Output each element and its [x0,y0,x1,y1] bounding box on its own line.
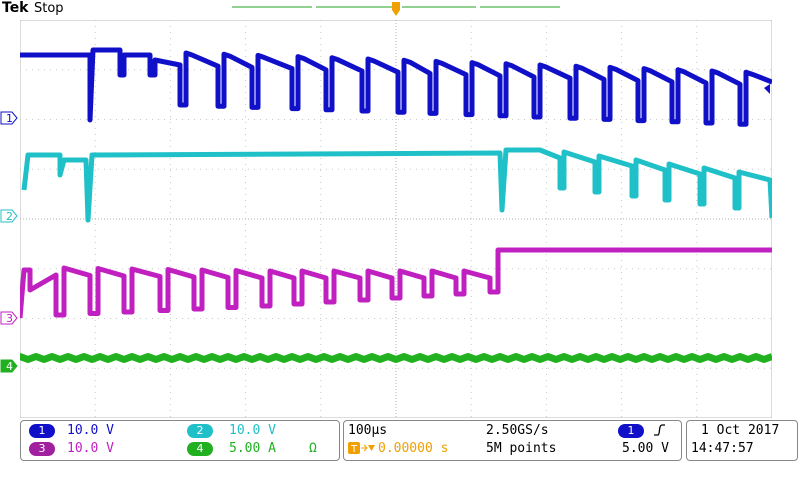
timebase-panel[interactable]: 100µs 2.50GS/s T 0.00000 s 5M points 1 5… [343,420,682,461]
readout-area: 1 10.0 V 2 10.0 V 3 10.0 V 4 5.00 A Ω 10… [0,420,800,480]
ch3-scale: 10.0 V [67,441,114,456]
brand-logo: Tek [2,0,29,16]
svg-text:1: 1 [6,112,13,125]
ch1-scale: 10.0 V [67,423,114,438]
waveform-display[interactable] [20,20,772,418]
svg-text:2: 2 [6,210,13,223]
ch4-ohm-symbol: Ω [309,441,317,456]
trigger-level-marker [764,84,770,94]
ch4-badge[interactable]: 4 [187,442,213,456]
channel-2-waveform [21,147,772,223]
horizontal-position: 0.00000 s [378,441,449,456]
channel-4-waveform [20,353,772,363]
ch2-badge[interactable]: 2 [187,424,213,438]
status-bar: Tek Stop [0,0,800,18]
svg-text:T: T [350,444,358,455]
trigger-position-icon: T [348,441,376,459]
ch2-scale: 10.0 V [229,423,276,438]
channel-2-marker[interactable]: 2 [0,209,18,223]
ch1-badge[interactable]: 1 [29,424,55,438]
svg-text:3: 3 [6,312,13,325]
rising-edge-icon [652,423,666,441]
channel-1-marker[interactable]: 1 [0,111,18,125]
svg-text:4: 4 [6,360,13,373]
channel-readout-panel[interactable]: 1 10.0 V 2 10.0 V 3 10.0 V 4 5.00 A Ω [20,420,340,461]
channel-1-waveform [20,47,772,127]
record-length: 5M points [486,441,557,456]
trigger-source-badge[interactable]: 1 [618,424,644,438]
date-display: 1 Oct 2017 [701,423,780,438]
horizontal-scale: 100µs [348,423,388,438]
acquisition-status: Stop [34,1,64,16]
channel-3-marker[interactable]: 3 [0,311,18,325]
trigger-level: 5.00 V [622,441,669,456]
time-display: 14:47:57 [691,441,754,456]
ch3-badge[interactable]: 3 [29,442,55,456]
channel-4-marker[interactable]: 4 [0,359,18,373]
sample-rate: 2.50GS/s [486,423,549,438]
datetime-panel: 1 Oct 2017 14:47:57 [686,420,798,461]
channel-3-waveform [20,247,772,319]
ch4-scale: 5.00 A [229,441,276,456]
